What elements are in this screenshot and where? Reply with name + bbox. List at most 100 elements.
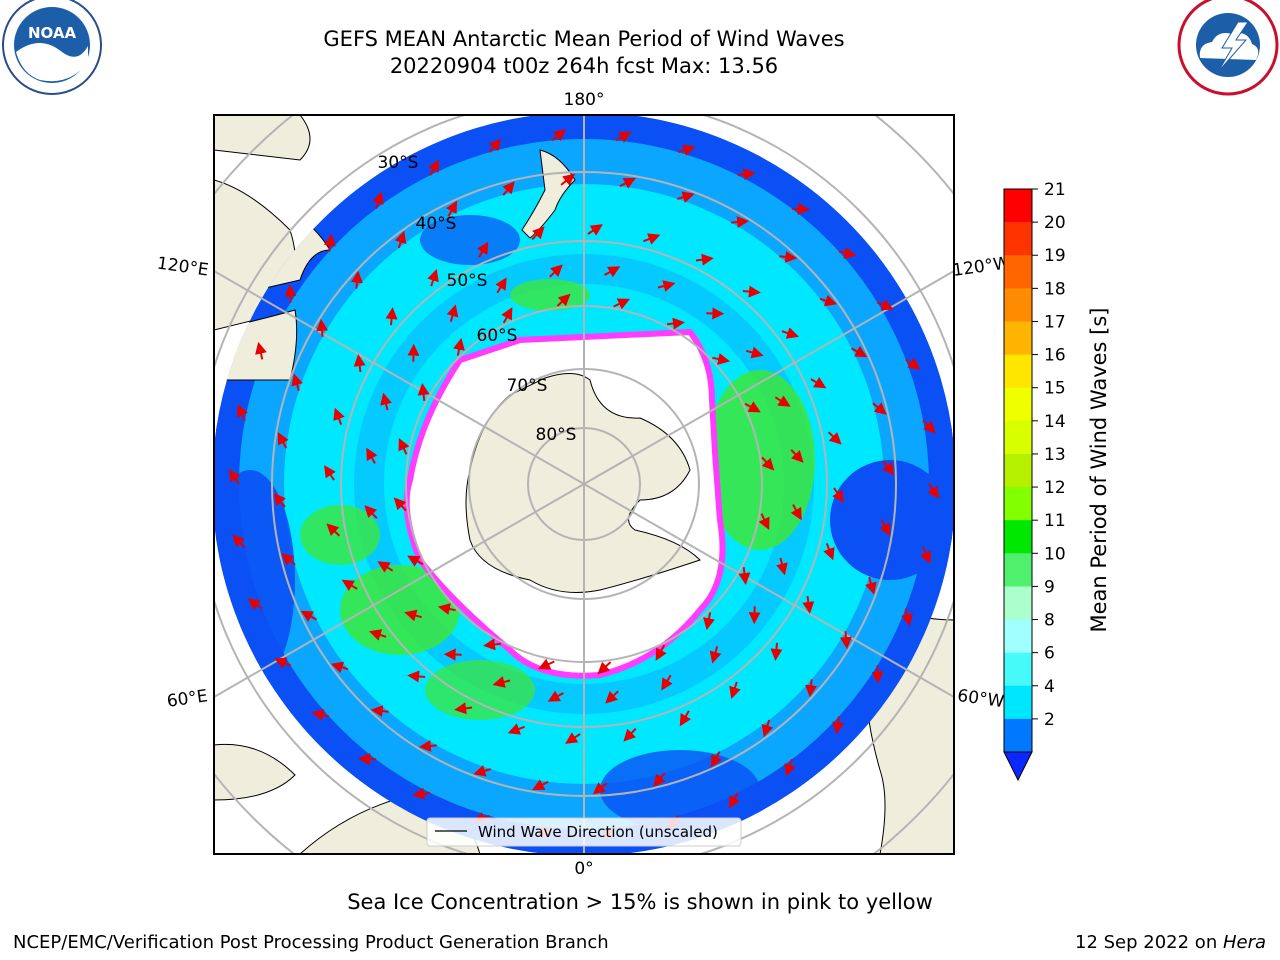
colorbar-segment: [1004, 520, 1032, 554]
wind-wave-arrow: [731, 216, 750, 229]
lon-label-0: 0°: [574, 859, 593, 879]
lon-label-120e: 120°E: [156, 254, 210, 281]
wind-wave-arrow: [380, 392, 392, 411]
wind-wave-arrow: [827, 431, 842, 445]
colorbar-tick-label: 19: [1044, 246, 1066, 266]
wind-wave-arrow: [551, 128, 567, 142]
wind-wave-arrow: [677, 191, 695, 203]
legend: Wind Wave Direction (unscaled): [426, 817, 742, 847]
nws-logo: [1177, 0, 1279, 96]
colorbar-frame: [1003, 188, 1033, 753]
wind-wave-arrow: [761, 719, 774, 738]
wind-wave-arrow: [876, 299, 894, 311]
wind-wave-arrow: [746, 346, 764, 359]
wind-wave-arrow: [781, 327, 800, 339]
colorbar-segment: [1004, 685, 1032, 720]
lon-label-120w: 120°W: [951, 253, 1011, 281]
wind-wave-arrow: [710, 751, 722, 768]
lat-label-40s: 40°S: [416, 214, 457, 234]
wind-wave-arrow: [323, 233, 336, 252]
wind-wave-arrows: [228, 128, 940, 840]
wind-wave-arrow: [770, 642, 783, 661]
wind-wave-arrow: [333, 407, 345, 425]
lat-label-60s: 60°S: [477, 326, 518, 346]
wind-wave-arrow: [412, 787, 431, 800]
wind-wave-arrow: [507, 723, 525, 735]
colorbar-tick-label: 8: [1044, 611, 1055, 631]
wind-wave-arrow: [709, 646, 722, 664]
wind-wave-arrow: [502, 181, 515, 196]
wind-wave-arrow: [865, 577, 877, 595]
wind-wave-arrow: [728, 792, 741, 809]
colorbar-tick-label: 9: [1044, 577, 1055, 597]
colorbar-tick-label: 10: [1044, 544, 1066, 564]
wind-wave-arrow: [353, 354, 366, 373]
wind-wave-arrow: [537, 658, 555, 670]
wind-wave-arrow: [832, 487, 844, 503]
wind-wave-arrow: [532, 779, 549, 791]
wind-wave-arrow: [232, 534, 246, 549]
wind-wave-arrow: [774, 395, 791, 407]
sea-ice-note: Sea Ice Concentration > 15% is shown in …: [347, 890, 933, 914]
wind-wave-arrow: [758, 513, 770, 531]
wind-wave-arrow: [653, 772, 666, 787]
wind-wave-arrow: [832, 716, 845, 735]
wind-wave-arrow: [446, 304, 459, 322]
wind-wave-arrow: [236, 404, 248, 422]
colorbar-segment: [1004, 255, 1032, 289]
wind-wave-arrow: [729, 681, 741, 700]
chart-subtitle: 20220904 t00z 264h fcst Max: 13.56: [389, 54, 779, 78]
wind-wave-arrow: [879, 519, 891, 536]
wind-wave-arrow: [326, 523, 341, 537]
wind-wave-arrow: [839, 631, 852, 650]
wind-wave-arrow: [920, 546, 932, 564]
colorbar-tick-label: 21: [1044, 180, 1066, 200]
wind-wave-arrow: [615, 131, 632, 143]
wind-wave-arrow: [619, 177, 636, 189]
wind-wave-arrow: [495, 277, 507, 294]
colorbar-tick-label: 13: [1044, 445, 1066, 465]
wind-wave-arrow: [501, 307, 513, 324]
wind-wave-arrow: [324, 465, 336, 481]
colorbar-segment: [1004, 553, 1032, 587]
wind-wave-arrow: [372, 191, 384, 210]
lat-label-30s: 30°S: [378, 153, 419, 173]
colorbar-tick-label: 16: [1044, 346, 1066, 366]
wind-wave-arrow: [316, 318, 329, 337]
wind-wave-arrow: [418, 739, 437, 752]
wind-wave-arrow: [742, 285, 761, 298]
wind-wave-arrow: [679, 710, 692, 727]
colorbar-tick-label: 14: [1044, 412, 1066, 432]
wind-wave-arrow: [587, 224, 603, 236]
wind-wave-arrow: [703, 612, 715, 631]
credit-date: 12 Sep 2022 on: [1075, 932, 1223, 953]
wind-wave-arrow: [476, 241, 489, 258]
wind-wave-arrow: [655, 644, 667, 661]
wind-wave-arrow: [407, 670, 426, 683]
wind-wave-arrow: [350, 270, 363, 289]
wind-wave-arrow: [790, 504, 802, 521]
colorbar-tick-label: 20: [1044, 213, 1066, 233]
wind-wave-arrow: [791, 202, 810, 215]
wind-wave-arrow: [882, 460, 895, 476]
wind-wave-arrow: [604, 266, 621, 278]
wind-wave-arrow: [905, 357, 921, 370]
legend-label: Wind Wave Direction (unscaled): [478, 823, 718, 841]
colorbar-segment: [1004, 487, 1032, 521]
wind-wave-arrow: [281, 553, 296, 566]
wind-wave-arrow: [695, 253, 714, 266]
wind-wave-arrow: [871, 665, 884, 684]
colorbar-segment: [1004, 321, 1032, 356]
wind-wave-arrow: [417, 383, 430, 402]
wind-wave-arrow: [823, 543, 835, 561]
credit-machine: Hera: [1222, 932, 1266, 953]
wind-wave-arrow: [761, 456, 775, 471]
credit-left: NCEP/EMC/Verification Post Processing Pr…: [13, 932, 609, 953]
map-border: [213, 114, 955, 855]
wind-wave-arrow: [597, 661, 612, 675]
wind-wave-arrow: [779, 250, 798, 263]
wind-wave-arrow: [790, 449, 804, 463]
wind-wave-arrow: [273, 492, 286, 508]
wind-wave-arrow: [737, 168, 756, 181]
wind-wave-arrow: [613, 298, 631, 310]
